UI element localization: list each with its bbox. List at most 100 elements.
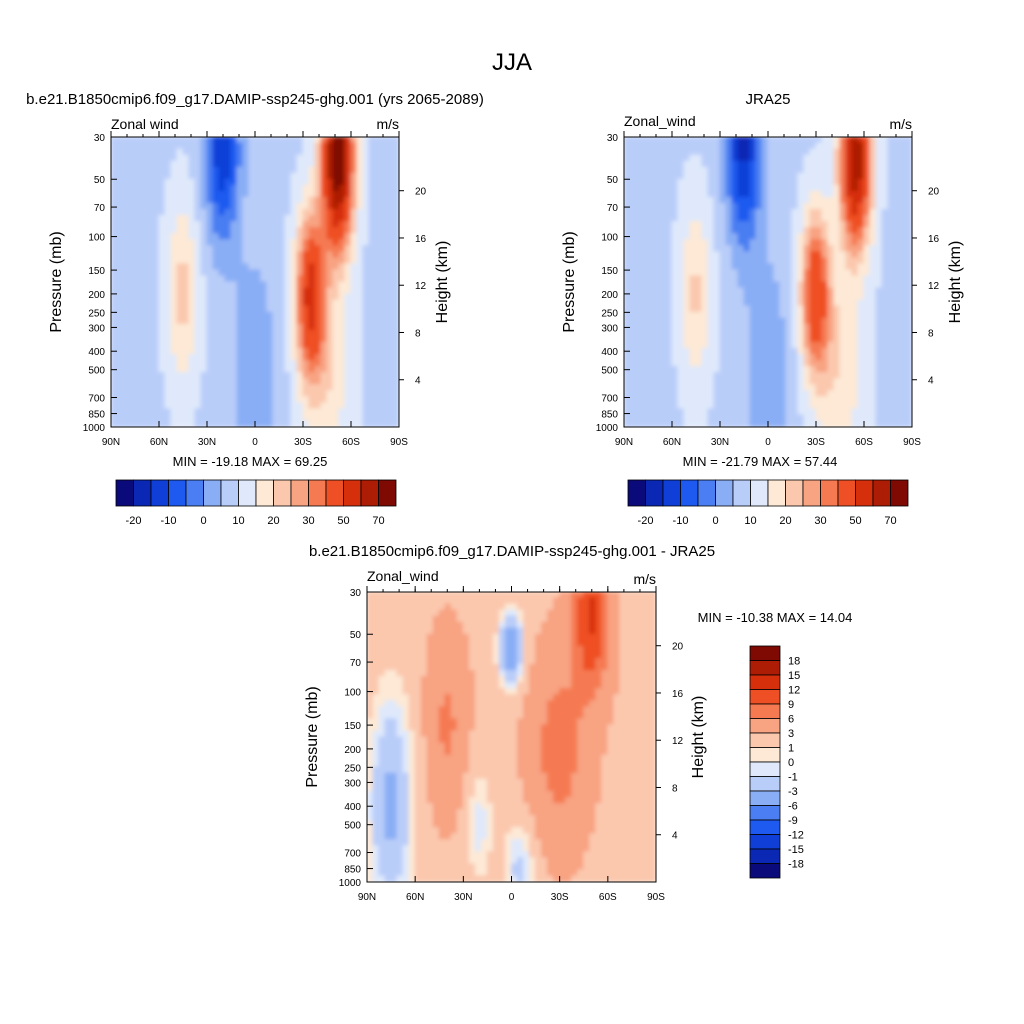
contour-cell — [743, 329, 751, 337]
contour-cell — [743, 269, 751, 277]
contour-cell — [815, 396, 823, 404]
contour-cell — [659, 317, 667, 325]
contour-cell — [278, 221, 286, 229]
contour-cell — [773, 366, 781, 374]
contour-cell — [308, 196, 316, 204]
contour-cell — [194, 293, 202, 301]
contour-cell — [122, 160, 130, 168]
contour-cell — [785, 323, 793, 331]
contour-cell — [290, 209, 298, 217]
contour-cell — [338, 347, 346, 355]
contour-cell — [683, 239, 691, 247]
contour-cell — [386, 257, 394, 265]
contour-cell — [134, 360, 142, 368]
contour-cell — [224, 317, 232, 325]
contour-cell — [128, 372, 136, 380]
contour-cell — [641, 293, 649, 301]
contour-cell — [875, 172, 883, 180]
contour-cell — [653, 299, 661, 307]
contour-cell — [791, 137, 799, 144]
contour-cell — [869, 396, 877, 404]
contour-cell — [845, 299, 853, 307]
contour-cell — [254, 251, 262, 259]
contour-cell — [713, 209, 721, 217]
contour-cell — [278, 160, 286, 168]
contour-cell — [845, 215, 853, 223]
contour-cell — [182, 245, 190, 253]
contour-cell — [719, 323, 727, 331]
contour-cell — [743, 335, 751, 343]
contour-cell — [785, 221, 793, 229]
contour-cell — [380, 178, 388, 186]
contour-cell — [362, 178, 370, 186]
contour-cell — [659, 221, 667, 229]
contour-cell — [140, 354, 148, 362]
contour-cell — [899, 190, 907, 198]
contour-cell — [875, 196, 883, 204]
contour-cell — [839, 239, 847, 247]
contour-cell — [182, 154, 190, 162]
contour-cell — [140, 275, 148, 283]
contour-cell — [248, 408, 256, 416]
contour-cell — [809, 396, 817, 404]
contour-cell — [851, 263, 859, 271]
contour-cell — [362, 251, 370, 259]
contour-cell — [386, 299, 394, 307]
contour-cell — [719, 360, 727, 368]
contour-cell — [296, 317, 304, 325]
contour-cell — [378, 615, 386, 623]
contour-cell — [384, 597, 392, 605]
contour-cell — [350, 202, 358, 210]
contour-cell — [635, 396, 643, 404]
contour-cell — [689, 281, 697, 289]
contour-cell — [743, 396, 751, 404]
contour-cell — [164, 335, 172, 343]
contour-cell — [827, 221, 835, 229]
contour-cell — [677, 347, 685, 355]
contour-cell — [659, 196, 667, 204]
contour-cell — [797, 269, 805, 277]
contour-cell — [338, 311, 346, 319]
contour-cell — [749, 305, 757, 313]
contour-cell — [827, 372, 835, 380]
contour-cell — [815, 384, 823, 392]
contour-cell — [206, 148, 214, 156]
contour-cell — [392, 305, 399, 313]
contour-cell — [134, 245, 142, 253]
contour-cell — [260, 209, 268, 217]
contour-cell — [725, 396, 733, 404]
contour-cell — [803, 323, 811, 331]
contour-cell — [206, 347, 214, 355]
contour-cell — [356, 360, 364, 368]
contour-cell — [350, 160, 358, 168]
contour-cell — [176, 402, 184, 410]
contour-cell — [869, 251, 877, 259]
contour-cell — [731, 269, 739, 277]
contour-cell — [827, 360, 835, 368]
contour-cell — [653, 172, 661, 180]
contour-cell — [863, 372, 871, 380]
contour-cell — [659, 341, 667, 349]
contour-cell — [701, 335, 709, 343]
contour-cell — [677, 148, 685, 156]
contour-cell — [176, 311, 184, 319]
contour-cell — [272, 420, 280, 427]
contour-cell — [635, 178, 643, 186]
contour-cell — [833, 335, 841, 343]
contour-cell — [689, 154, 697, 162]
contour-cell — [254, 275, 262, 283]
contour-cell — [314, 160, 322, 168]
contour-cell — [367, 651, 374, 659]
contour-cell — [671, 209, 679, 217]
contour-cell — [266, 166, 274, 174]
contour-cell — [665, 360, 673, 368]
contour-cell — [378, 863, 386, 871]
contour-cell — [320, 166, 328, 174]
contour-cell — [326, 396, 334, 404]
contour-cell — [122, 287, 130, 295]
contour-cell — [218, 221, 226, 229]
contour-cell — [290, 390, 298, 398]
contour-cell — [326, 384, 334, 392]
contour-cell — [380, 160, 388, 168]
contour-cell — [194, 311, 202, 319]
